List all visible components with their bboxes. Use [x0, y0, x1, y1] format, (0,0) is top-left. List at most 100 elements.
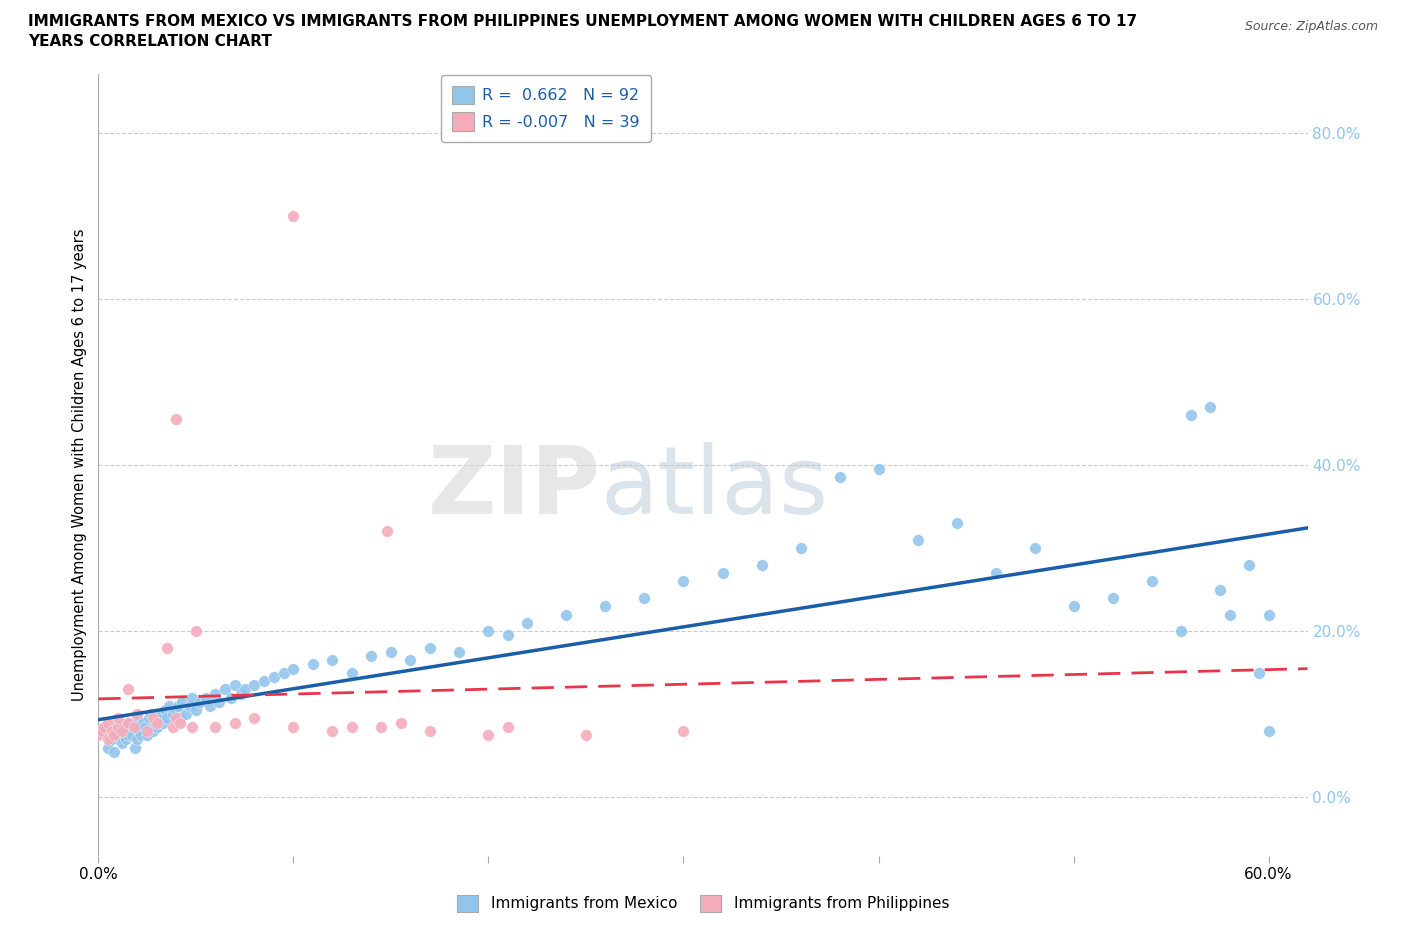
Point: [184, 624, 207, 639]
Point: [496, 628, 519, 643]
Point: [389, 715, 412, 730]
Legend: Immigrants from Mexico, Immigrants from Philippines: Immigrants from Mexico, Immigrants from …: [451, 889, 955, 918]
Point: [124, 740, 146, 755]
Point: [146, 715, 169, 730]
Point: [118, 715, 141, 730]
Point: [152, 715, 174, 730]
Point: [214, 682, 236, 697]
Point: [204, 719, 226, 734]
Point: [321, 653, 343, 668]
Point: [107, 711, 129, 726]
Point: [360, 649, 382, 664]
Point: [142, 711, 165, 726]
Point: [419, 641, 441, 656]
Point: [1209, 582, 1232, 597]
Point: [127, 711, 149, 726]
Point: [449, 644, 471, 659]
Point: [142, 724, 165, 738]
Point: [128, 724, 150, 738]
Point: [1199, 399, 1222, 414]
Text: IMMIGRANTS FROM MEXICO VS IMMIGRANTS FROM PHILIPPINES UNEMPLOYMENT AMONG WOMEN W: IMMIGRANTS FROM MEXICO VS IMMIGRANTS FRO…: [28, 14, 1137, 29]
Point: [283, 208, 305, 223]
Point: [224, 715, 246, 730]
Point: [1219, 607, 1241, 622]
Point: [828, 470, 851, 485]
Point: [672, 574, 695, 589]
Point: [633, 591, 655, 605]
Point: [132, 715, 155, 730]
Y-axis label: Unemployment Among Women with Children Ages 6 to 17 years: Unemployment Among Women with Children A…: [72, 229, 87, 701]
Point: [103, 744, 125, 759]
Point: [224, 678, 246, 693]
Point: [97, 732, 120, 747]
Point: [114, 732, 136, 747]
Point: [148, 711, 170, 726]
Point: [229, 686, 252, 701]
Point: [1237, 557, 1260, 572]
Point: [107, 727, 129, 742]
Point: [868, 461, 890, 476]
Point: [1140, 574, 1163, 589]
Point: [1257, 607, 1279, 622]
Point: [1101, 591, 1123, 605]
Point: [165, 711, 187, 726]
Point: [263, 670, 285, 684]
Point: [103, 727, 125, 742]
Point: [375, 524, 398, 538]
Point: [127, 732, 149, 747]
Point: [907, 532, 929, 547]
Point: [93, 719, 115, 734]
Point: [117, 727, 139, 742]
Point: [477, 727, 499, 742]
Point: [181, 690, 204, 705]
Point: [136, 727, 159, 742]
Point: [1257, 724, 1279, 738]
Point: [162, 719, 184, 734]
Point: [167, 698, 190, 713]
Point: [181, 719, 204, 734]
Point: [146, 719, 169, 734]
Point: [169, 715, 191, 730]
Point: [111, 736, 134, 751]
Point: [233, 682, 256, 697]
Point: [153, 703, 176, 718]
Point: [380, 644, 402, 659]
Point: [112, 719, 135, 734]
Point: [496, 719, 519, 734]
Point: [157, 698, 180, 713]
Point: [595, 599, 617, 614]
Point: [243, 678, 266, 693]
Point: [139, 707, 162, 722]
Point: [283, 719, 305, 734]
Point: [107, 719, 129, 734]
Text: atlas: atlas: [600, 443, 828, 535]
Point: [91, 724, 114, 738]
Point: [340, 719, 363, 734]
Point: [204, 686, 226, 701]
Point: [945, 516, 967, 531]
Point: [117, 715, 139, 730]
Point: [107, 724, 129, 738]
Point: [97, 715, 120, 730]
Point: [219, 690, 242, 705]
Point: [143, 715, 166, 730]
Text: Source: ZipAtlas.com: Source: ZipAtlas.com: [1244, 20, 1378, 33]
Point: [188, 695, 211, 710]
Legend: R =  0.662   N = 92, R = -0.007   N = 39: R = 0.662 N = 92, R = -0.007 N = 39: [440, 74, 651, 141]
Point: [101, 724, 124, 738]
Point: [555, 607, 578, 622]
Point: [575, 727, 598, 742]
Point: [789, 540, 811, 555]
Point: [321, 724, 343, 738]
Point: [127, 707, 149, 722]
Point: [273, 665, 295, 680]
Point: [1024, 540, 1046, 555]
Point: [131, 727, 153, 742]
Point: [1180, 407, 1202, 422]
Point: [138, 711, 160, 726]
Point: [179, 698, 201, 713]
Point: [111, 724, 134, 738]
Point: [340, 665, 363, 680]
Point: [156, 641, 179, 656]
Point: [134, 719, 156, 734]
